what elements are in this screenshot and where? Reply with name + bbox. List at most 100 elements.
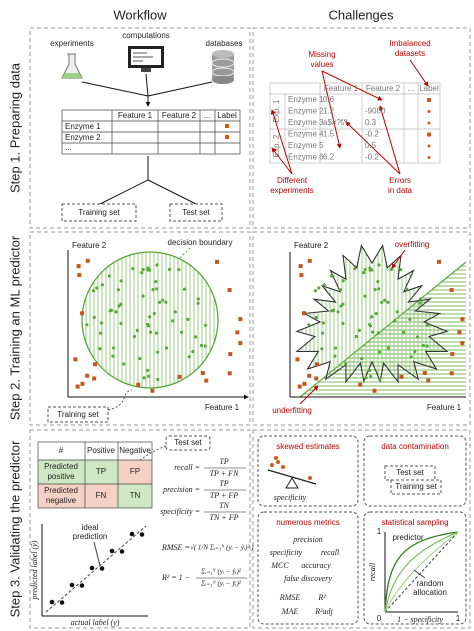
point <box>227 287 232 292</box>
point <box>129 531 135 537</box>
cell: FP <box>130 467 140 476</box>
point <box>141 267 145 272</box>
group-label: Exp. 2 <box>272 134 281 157</box>
point <box>338 288 342 292</box>
point <box>79 583 85 588</box>
cell: TP <box>96 467 106 476</box>
point <box>371 330 375 334</box>
table-cell: 0.3 <box>365 118 377 127</box>
step-label: Step 2. Training an ML predictor <box>7 235 22 420</box>
leader-line <box>139 445 167 461</box>
point <box>156 350 160 354</box>
axis-label: Feature 1 <box>205 403 240 412</box>
point <box>177 267 181 272</box>
shape <box>133 52 153 62</box>
point <box>449 287 454 292</box>
rect <box>118 484 152 508</box>
point <box>341 302 345 306</box>
box-title: data contamination <box>381 442 449 451</box>
box-title: numerous metrics <box>276 518 340 527</box>
annotation: values <box>310 60 333 69</box>
point <box>167 267 172 271</box>
point <box>85 258 90 263</box>
point <box>93 362 98 367</box>
point <box>373 288 377 292</box>
formula: √( 1/N Σᵢ₌₁ᴺ (yᵢ − ŷᵢ)² ) <box>190 544 254 552</box>
metric: MAE <box>281 607 299 616</box>
point <box>314 315 318 320</box>
point <box>386 346 391 350</box>
table-header: Feature 1 <box>324 84 359 93</box>
point <box>196 297 200 301</box>
ellipse <box>212 76 234 84</box>
training-box <box>47 406 109 423</box>
point <box>363 294 367 298</box>
point <box>238 341 243 346</box>
table-header: Feature 1 <box>118 111 153 120</box>
ideal-line <box>45 525 147 613</box>
panel <box>252 231 471 426</box>
point <box>376 331 380 335</box>
point <box>85 323 89 327</box>
table-cell: Enzyme 3 <box>288 118 324 127</box>
arrow <box>81 73 213 106</box>
box-title: skewed estimates <box>276 442 340 451</box>
point <box>204 378 209 383</box>
leader-line <box>107 389 133 411</box>
point <box>353 267 357 271</box>
computer-icon <box>128 46 164 72</box>
formula: recall = <box>174 463 200 472</box>
point <box>320 347 324 351</box>
tick-label: 0 <box>377 614 382 623</box>
metric: R²adj <box>314 607 333 616</box>
point <box>98 331 103 335</box>
point <box>357 328 361 332</box>
point <box>187 355 191 359</box>
point <box>363 267 367 272</box>
row-label: Enzyme 2 <box>65 133 101 142</box>
point <box>457 330 462 335</box>
point <box>418 297 422 301</box>
table-header: ... <box>204 111 211 120</box>
axis <box>384 532 458 613</box>
balance-icon <box>267 456 317 489</box>
table-cell: 6.2 <box>323 153 335 162</box>
annotation: overfitting <box>395 240 430 249</box>
cell: # <box>59 446 64 455</box>
point <box>75 384 80 389</box>
point <box>111 346 116 350</box>
point <box>156 377 160 382</box>
point <box>80 311 85 316</box>
point <box>425 344 429 348</box>
point <box>119 302 123 306</box>
formula: precision = <box>162 485 200 494</box>
axis <box>289 252 466 398</box>
point <box>307 258 312 263</box>
point <box>372 388 377 393</box>
roc-curve <box>384 531 459 613</box>
annotation: datasets <box>395 49 425 58</box>
formula: TN + FP <box>210 513 239 522</box>
metric: recall <box>321 548 340 557</box>
challenge-table <box>269 82 441 164</box>
point <box>393 319 397 323</box>
point <box>395 310 399 314</box>
box-label: specificity <box>274 493 307 502</box>
cell: Predicted <box>44 462 78 471</box>
metric: specificity <box>270 548 303 557</box>
circle <box>308 476 312 480</box>
cell: TN <box>130 491 141 500</box>
point <box>425 323 430 327</box>
rect <box>37 441 153 509</box>
point <box>358 382 363 387</box>
annotation-arrows <box>270 59 429 175</box>
table-cell: 1.5 <box>323 130 335 139</box>
axis-label: 1 − specificity <box>397 615 443 624</box>
annotation: experiments <box>270 186 314 195</box>
shape <box>378 105 401 175</box>
point <box>426 378 431 383</box>
metric: accuracy <box>301 561 331 570</box>
shape <box>270 83 440 163</box>
